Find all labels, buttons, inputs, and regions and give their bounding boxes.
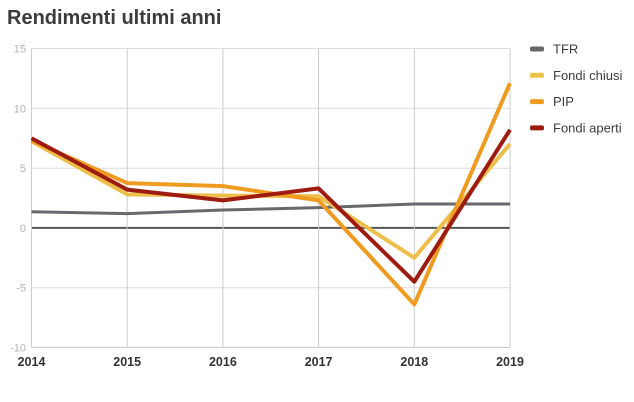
svg-text:0: 0 [20, 223, 26, 235]
svg-text:-10: -10 [10, 342, 26, 354]
svg-text:-5: -5 [16, 283, 26, 295]
svg-text:5: 5 [20, 163, 26, 175]
svg-text:2016: 2016 [209, 355, 237, 369]
svg-text:Fondi chiusi: Fondi chiusi [553, 68, 622, 83]
svg-text:Fondi aperti: Fondi aperti [553, 121, 622, 136]
svg-text:PIP: PIP [553, 94, 574, 109]
svg-text:2017: 2017 [305, 355, 333, 369]
svg-text:2018: 2018 [400, 355, 428, 369]
svg-text:2015: 2015 [113, 355, 141, 369]
svg-text:TFR: TFR [553, 42, 578, 57]
svg-text:Rendimenti ultimi anni: Rendimenti ultimi anni [7, 7, 221, 29]
svg-text:2014: 2014 [18, 355, 46, 369]
svg-text:2019: 2019 [496, 355, 524, 369]
svg-text:10: 10 [14, 103, 26, 115]
svg-text:15: 15 [14, 44, 26, 56]
